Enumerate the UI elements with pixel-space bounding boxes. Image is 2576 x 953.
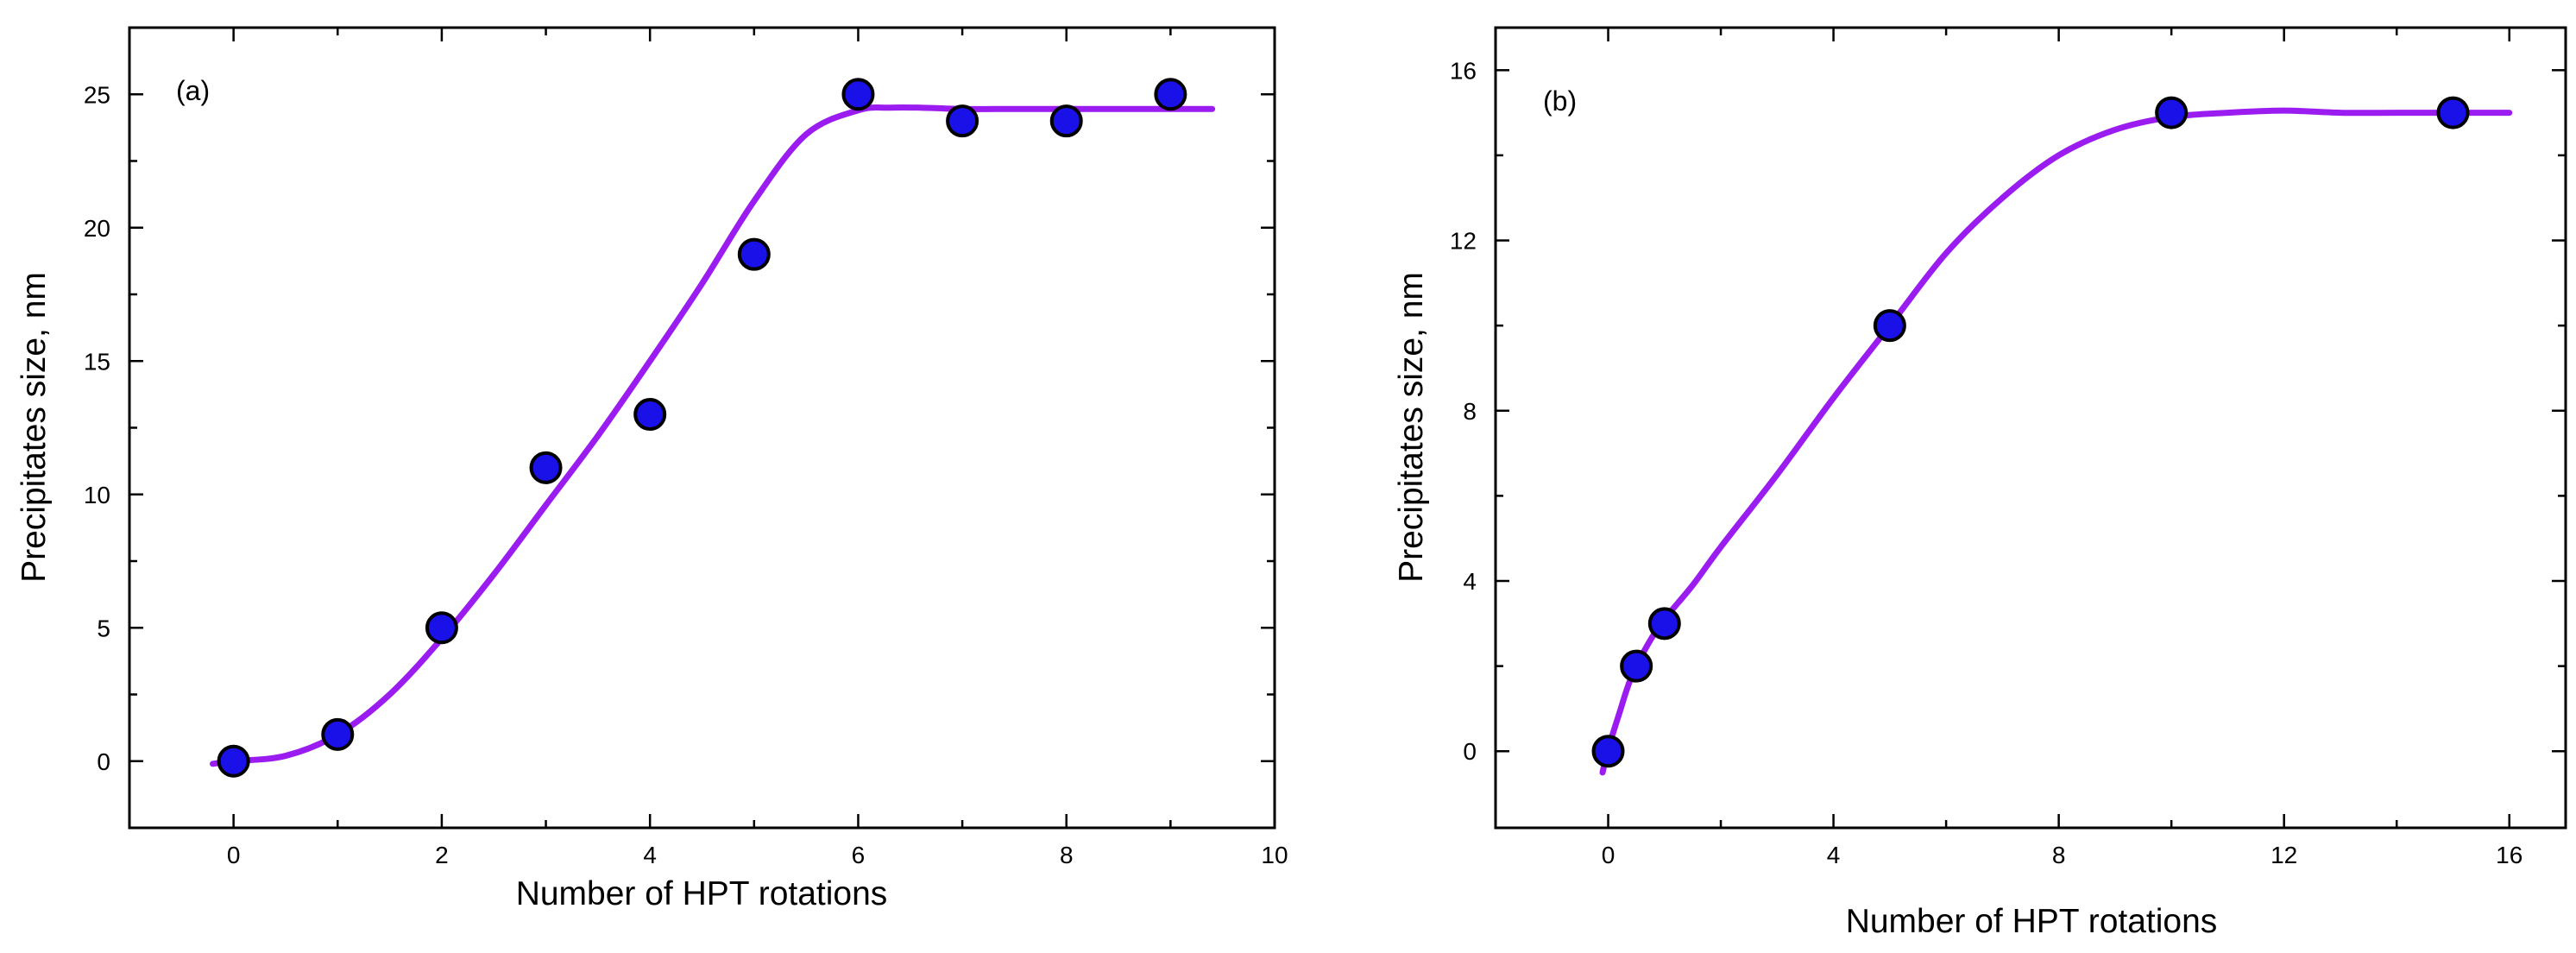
y-tick-label: 15 bbox=[84, 348, 110, 375]
y-tick-label: 8 bbox=[1463, 398, 1477, 425]
panel-a: (a) Number of HPT rotations Precipitates… bbox=[16, 26, 1288, 912]
data-point bbox=[425, 611, 458, 645]
data-points bbox=[1591, 96, 2470, 768]
x-tick-label: 0 bbox=[227, 842, 241, 868]
data-point bbox=[1591, 735, 1625, 768]
panel-label: (a) bbox=[176, 75, 210, 106]
data-point bbox=[1873, 309, 1906, 343]
x-tick-label: 12 bbox=[2271, 842, 2297, 868]
data-point bbox=[633, 398, 667, 432]
data-point bbox=[321, 717, 355, 751]
y-tick-label: 16 bbox=[1450, 57, 1477, 84]
data-point bbox=[946, 104, 979, 138]
y-tick-label: 0 bbox=[97, 748, 110, 775]
y-tick-label: 20 bbox=[84, 215, 110, 242]
x-tick-label: 8 bbox=[2052, 842, 2066, 868]
x-axis-title: Number of HPT rotations bbox=[516, 875, 888, 912]
x-ticks: 0 4 8 12 16 bbox=[1494, 28, 2522, 868]
y-tick-label: 12 bbox=[1450, 228, 1477, 255]
x-tick-label: 6 bbox=[852, 842, 866, 868]
fit-curve bbox=[210, 104, 1216, 767]
fit-curve bbox=[1599, 107, 2513, 776]
x-tick-label: 8 bbox=[1060, 842, 1074, 868]
x-tick-label: 10 bbox=[1261, 842, 1288, 868]
data-point bbox=[2436, 96, 2470, 129]
data-point bbox=[1154, 78, 1187, 111]
x-tick-label: 4 bbox=[643, 842, 657, 868]
data-point bbox=[737, 237, 771, 271]
data-point bbox=[1620, 649, 1653, 683]
x-tick-label: 2 bbox=[435, 842, 449, 868]
x-tick-label: 16 bbox=[2496, 842, 2522, 868]
y-tick-label: 0 bbox=[1463, 738, 1477, 765]
x-axis-title: Number of HPT rotations bbox=[1846, 903, 2218, 940]
plot-frame bbox=[128, 26, 1276, 830]
y-ticks: 0 4 8 12 16 bbox=[1450, 57, 2566, 765]
y-tick-label: 10 bbox=[84, 482, 110, 508]
data-point bbox=[841, 78, 875, 111]
data-point bbox=[1049, 104, 1083, 138]
x-tick-label: 0 bbox=[1602, 842, 1616, 868]
data-point bbox=[217, 744, 250, 778]
y-ticks: 0 5 10 15 20 25 bbox=[84, 26, 1275, 830]
data-points bbox=[217, 78, 1187, 778]
data-point bbox=[1647, 607, 1681, 641]
plot-frame bbox=[1494, 26, 2567, 830]
x-ticks: 0 2 4 6 8 10 bbox=[128, 28, 1288, 868]
y-tick-label: 5 bbox=[97, 615, 110, 641]
fit-curves bbox=[1599, 107, 2513, 776]
fit-curves bbox=[210, 104, 1216, 767]
panel-b: (b) Number of HPT rotations Precipitates… bbox=[1393, 26, 2567, 940]
y-axis-title: Precipitates size, nm bbox=[16, 272, 53, 583]
y-tick-label: 4 bbox=[1463, 568, 1477, 595]
data-point bbox=[529, 451, 563, 484]
y-tick-label: 25 bbox=[84, 81, 110, 108]
panel-label: (b) bbox=[1543, 85, 1577, 117]
data-point bbox=[2155, 96, 2189, 129]
x-tick-label: 4 bbox=[1827, 842, 1841, 868]
y-axis-title: Precipitates size, nm bbox=[1393, 272, 1430, 583]
